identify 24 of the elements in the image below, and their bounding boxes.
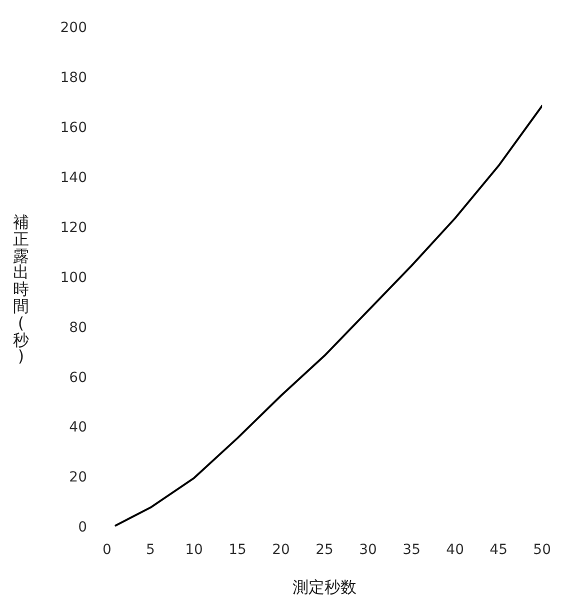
- y-tick-label: 140: [60, 170, 87, 186]
- y-tick-label: 60: [69, 370, 87, 386]
- text: 補正露出時間(秒): [13, 212, 29, 366]
- x-tick-label: 50: [533, 542, 552, 558]
- x-tick-label: 15: [228, 542, 246, 558]
- y-tick-label: 40: [69, 420, 87, 436]
- x-tick-label: 10: [185, 542, 203, 558]
- y-tick-label: 80: [69, 320, 87, 336]
- x-tick-label: 35: [402, 542, 420, 558]
- x-tick-label: 5: [146, 542, 155, 558]
- x-tick-label: 0: [102, 542, 112, 558]
- x-axis-title: 測定秒数: [292, 578, 357, 597]
- x-tick-label: 30: [359, 542, 377, 558]
- y-tick-label: 0: [78, 520, 87, 536]
- x-tick-label: 25: [316, 542, 334, 558]
- y-tick-label: 180: [60, 70, 87, 86]
- y-tick-label: 160: [60, 120, 87, 136]
- y-tick-label: 20: [69, 470, 87, 486]
- x-tick-label: 45: [490, 542, 508, 558]
- y-tick-label: 100: [60, 270, 87, 286]
- x-tick-label: 20: [272, 542, 290, 558]
- y-tick-label: 120: [60, 220, 87, 236]
- y-tick-label: 200: [60, 20, 87, 36]
- x-tick-label: 40: [446, 542, 464, 558]
